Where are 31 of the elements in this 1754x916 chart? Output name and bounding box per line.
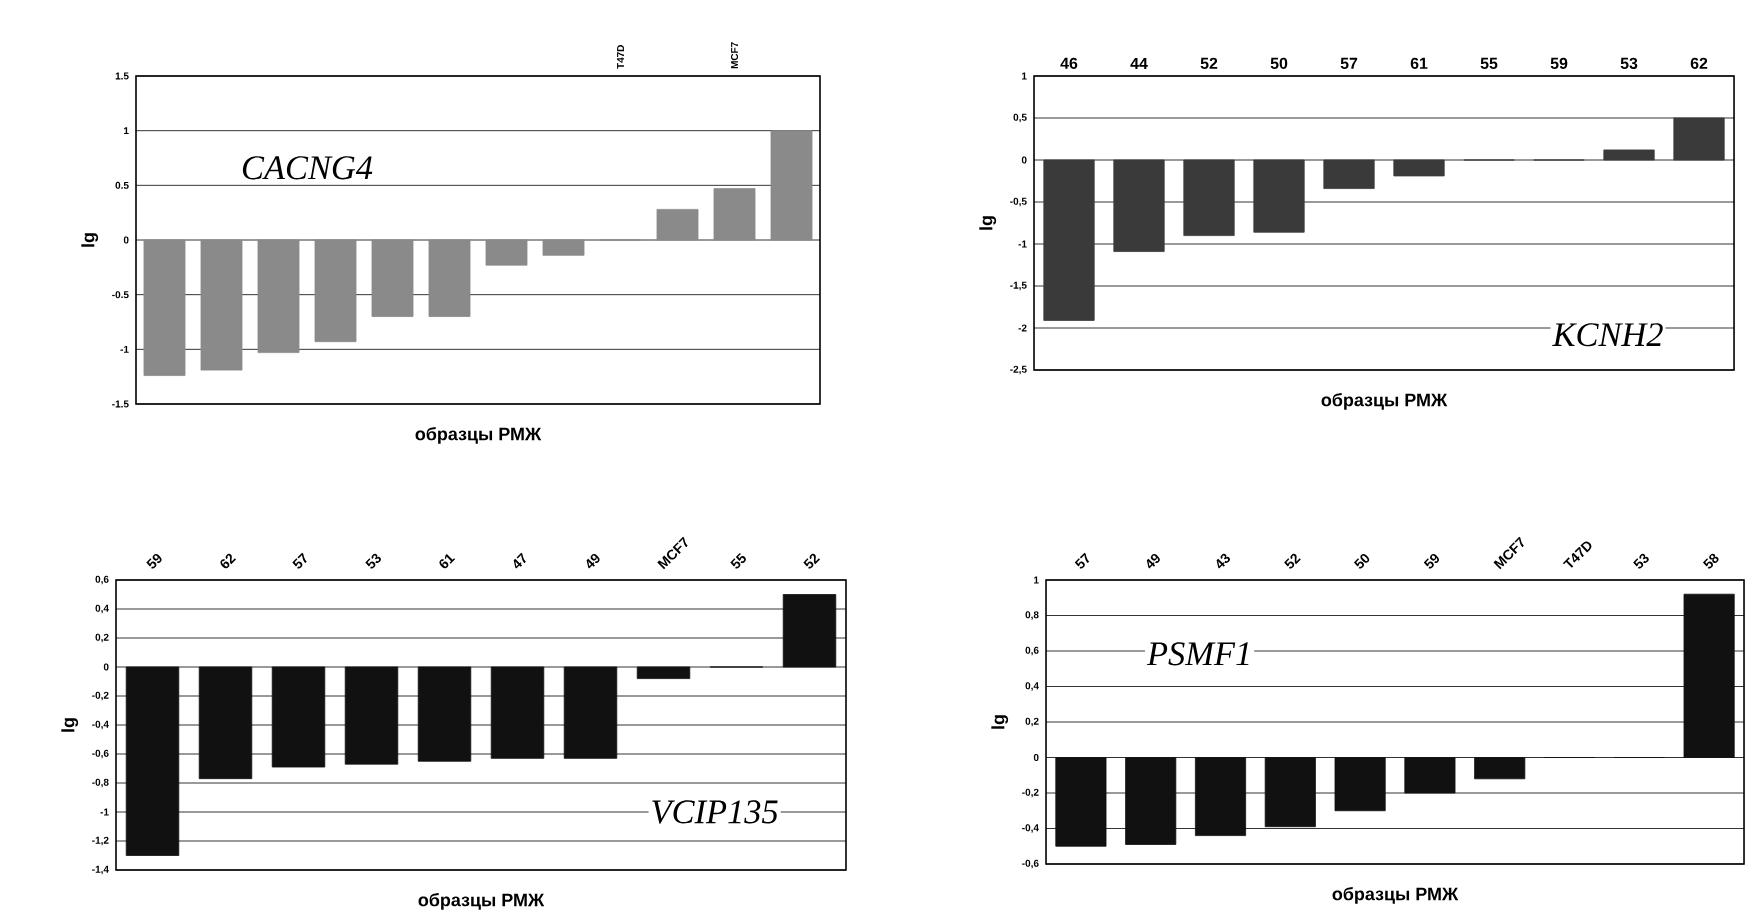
annotation: VCIP135 xyxy=(652,800,778,824)
y-axis-title: lg xyxy=(979,215,997,230)
bar xyxy=(428,239,471,317)
y-axis-title: lg xyxy=(81,232,99,247)
bar xyxy=(314,239,357,342)
y-axis-title: lg xyxy=(991,714,1009,729)
bar xyxy=(371,239,414,317)
bar xyxy=(1603,149,1655,161)
bar xyxy=(1673,117,1725,161)
bar xyxy=(1323,159,1375,189)
bar xyxy=(1253,159,1305,233)
annotation: PSMF1 xyxy=(1146,642,1249,666)
bar xyxy=(1113,159,1165,252)
x-axis-title: образцы РМЖ xyxy=(418,892,545,910)
bar xyxy=(713,187,756,241)
y-axis-title: lg xyxy=(61,717,79,732)
bar xyxy=(143,239,186,376)
bar xyxy=(485,239,528,266)
x-axis-title: образцы РМЖ xyxy=(1321,392,1448,410)
x-axis-title: образцы РМЖ xyxy=(1332,886,1459,904)
bar xyxy=(770,130,813,241)
bar xyxy=(257,239,300,353)
annotation: CACNG4 xyxy=(242,156,373,180)
annotation: KCNH2 xyxy=(1552,322,1663,347)
bar xyxy=(1043,159,1095,321)
bar xyxy=(1393,159,1445,177)
bar xyxy=(656,208,699,241)
bar xyxy=(200,239,243,371)
bar xyxy=(1183,159,1235,236)
x-axis-title: образцы РМЖ xyxy=(415,426,542,444)
bar xyxy=(542,239,585,256)
